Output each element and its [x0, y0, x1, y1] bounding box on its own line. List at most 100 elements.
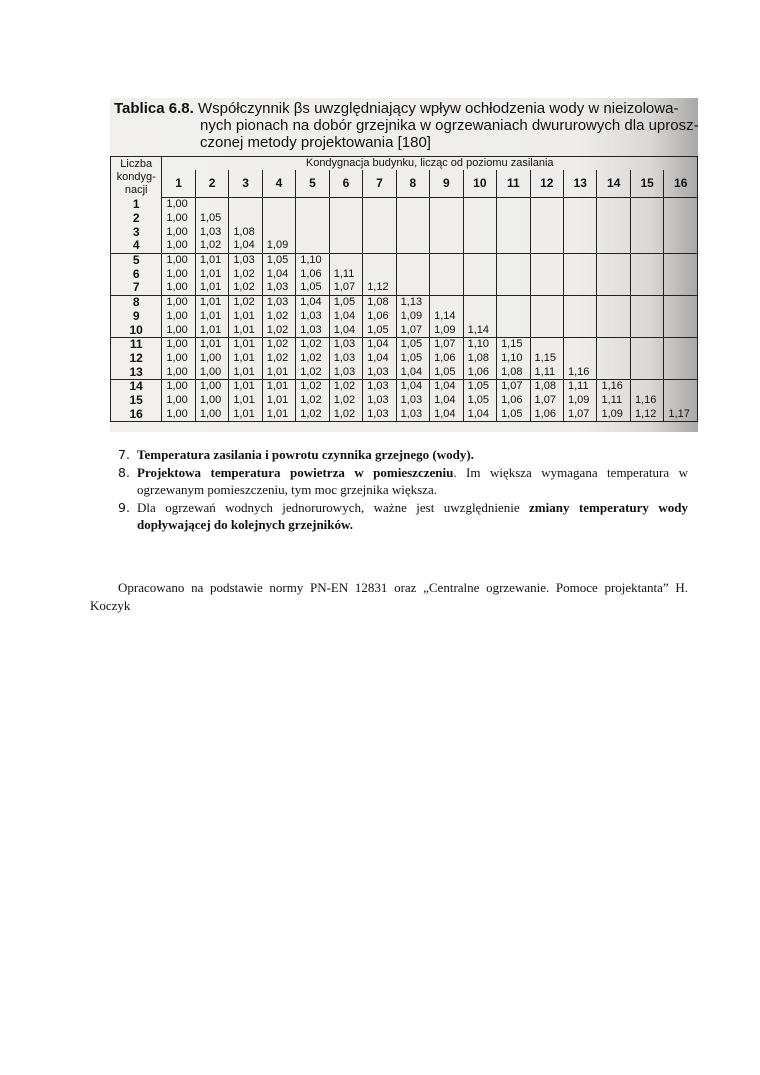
table-cell: 1,01: [261, 378, 297, 394]
table-cell: 1,02: [295, 378, 330, 394]
table-cell: 1,03: [328, 365, 364, 380]
table-row: 7 1,00 1,01 1,02 1,03 1,05 1,07 1,12: [109, 281, 698, 296]
table-cell: 1,07: [496, 378, 531, 394]
table-cell: [663, 309, 698, 324]
table-cell: [629, 252, 665, 268]
table-cell: [462, 267, 498, 282]
list-item: 7. Temperatura zasilania i powrotu czynni…: [90, 446, 688, 464]
column-header: 3: [228, 170, 263, 198]
table-cell: [362, 225, 397, 240]
row-label: 15: [109, 394, 163, 408]
row-label: 6: [109, 267, 163, 282]
table-cell: 1,03: [295, 309, 330, 324]
table-cell: [496, 239, 531, 254]
table-cell: 1,00: [161, 378, 196, 394]
table-cell: 1,03: [362, 393, 397, 408]
table-cell: [462, 294, 498, 310]
table-cell: 1,10: [462, 336, 498, 352]
numbered-list: 7. Temperatura zasilania i powrotu czynni…: [90, 446, 688, 534]
table-cell: 1,05: [429, 365, 464, 380]
table-cell: [663, 225, 698, 240]
table-cell: [261, 197, 297, 212]
table-cell: [663, 239, 698, 254]
table-cell: 1,09: [261, 239, 297, 254]
table-cell: [462, 225, 498, 240]
table-cell: 1,00: [161, 309, 196, 324]
table-cell: [596, 225, 631, 240]
scanned-table-image: Tablica 6.8. Współczynnik βs uwzględniaj…: [109, 98, 699, 432]
table-cell: 1,02: [261, 336, 297, 352]
table-cell: 1,00: [161, 336, 196, 352]
table-cell: 1,05: [362, 323, 397, 338]
bold-text: zmiany temperatury wody dopływającej do …: [137, 499, 688, 533]
table-cell: [462, 281, 498, 296]
table-cell: 1,16: [596, 378, 631, 394]
table-cell: 1,01: [228, 351, 263, 366]
table-cell: 1,02: [228, 267, 263, 282]
table-cell: 1,01: [261, 407, 297, 423]
column-header: 11: [496, 170, 531, 198]
row-label: 9: [109, 309, 163, 324]
column-header: 12: [529, 170, 565, 198]
table-cell: 1,02: [228, 281, 263, 296]
table-cell: [529, 323, 565, 338]
table-cell: 1,00: [161, 365, 196, 380]
table-cell: 1,05: [261, 252, 297, 268]
table-cell: 1,04: [328, 323, 364, 338]
row-label: 11: [109, 336, 163, 352]
table-row: 14 1,00 1,00 1,01 1,01 1,02 1,02 1,03 1,04 1,04 1,…: [109, 378, 698, 394]
table-cell: [362, 267, 397, 282]
table-cell: 1,04: [395, 378, 431, 394]
row-label: 16: [109, 407, 163, 423]
table-cell: 1,09: [596, 407, 631, 423]
table-cell: 1,02: [261, 309, 297, 324]
text: Dla ogrzewań wodnych jednorurowych, ważn…: [137, 499, 530, 515]
table-row: 15 1,00 1,00 1,01 1,01 1,02 1,02 1,03 1,03 1,04 1,…: [109, 393, 698, 408]
table-cell: [629, 365, 665, 380]
table-cell: [629, 294, 665, 310]
table-row: 13 1,00 1,00 1,01 1,01 1,02 1,03 1,03 1,04 1,05 1,…: [109, 365, 698, 380]
table-cell: 1,06: [462, 365, 498, 380]
table-cell: 1,04: [295, 294, 330, 310]
table-cell: 1,10: [295, 252, 330, 268]
row-label: 14: [109, 378, 163, 394]
table-cell: 1,08: [462, 351, 498, 366]
table-row: 1 1,00: [109, 197, 698, 212]
table-cell: [629, 323, 665, 338]
table-cell: 1,03: [261, 294, 297, 310]
table-cell: 1,05: [462, 393, 498, 408]
table-cell: 1,04: [328, 309, 364, 324]
table-cell: 1,03: [395, 393, 431, 408]
column-header: 13: [562, 170, 598, 198]
table-cell: [429, 197, 464, 212]
table-cell: 1,03: [395, 407, 431, 423]
table-cell: [529, 267, 565, 282]
table-cell: 1,04: [228, 239, 263, 254]
table-cell: 1,09: [395, 309, 431, 324]
table-cell: 1,06: [496, 393, 531, 408]
table-cell: [562, 225, 598, 240]
table-row: 8 1,00 1,01 1,02 1,03 1,04 1,05 1,08 1,13: [109, 294, 698, 310]
row-label: 8: [109, 294, 163, 310]
table-cell: [629, 336, 665, 352]
table-cell: 1,01: [228, 323, 263, 338]
table-cell: [596, 252, 631, 268]
table-cell: 1,00: [161, 323, 196, 338]
table-cell: 1,05: [328, 294, 364, 310]
table-cell: [562, 252, 598, 268]
row-label: 12: [109, 352, 163, 366]
table-cell: 1,02: [228, 294, 263, 310]
table-cell: [496, 197, 531, 212]
column-header: 8: [395, 170, 431, 198]
caption-line: Współczynnik βs uwzględniający wpływ och…: [197, 100, 679, 117]
table-cell: 1,11: [328, 267, 364, 282]
table-cell: 1,00: [161, 252, 196, 268]
column-header: 2: [194, 170, 230, 198]
table-cell: [462, 239, 498, 254]
table-cell: [629, 378, 665, 394]
table-cell: 1,03: [328, 351, 364, 366]
list-item: 8. Projektowa temperatura powietrza w pom…: [90, 464, 688, 499]
text: . Im większa wymagana temperatura w ogrz…: [137, 464, 688, 498]
table-cell: [629, 281, 665, 296]
column-header: 14: [596, 170, 631, 198]
